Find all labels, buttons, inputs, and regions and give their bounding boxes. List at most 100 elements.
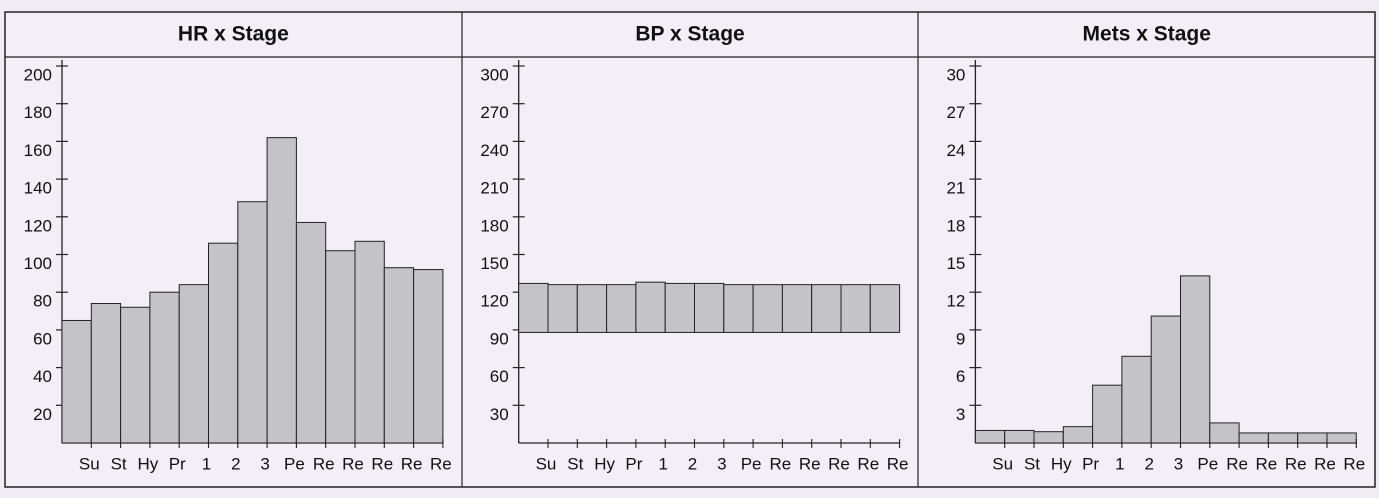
chart-title: HR x Stage (178, 23, 289, 46)
bar (61, 319, 92, 444)
y-tick-label: 240 (480, 141, 508, 160)
x-tick-label: St (1024, 454, 1040, 473)
x-tick-label: Pr (1082, 454, 1099, 473)
y-tick-label: 60 (33, 329, 52, 348)
bar (383, 267, 415, 444)
x-tick-label: Su (79, 454, 100, 473)
bar (208, 242, 239, 444)
y-tick-label: 6 (956, 367, 965, 386)
x-tick-label: Pr (625, 454, 642, 473)
bar (1062, 426, 1094, 444)
x-tick-label: 3 (717, 454, 726, 473)
y-tick-label: 150 (480, 254, 508, 273)
x-tick-label: Su (992, 454, 1013, 473)
x-tick-label: Re (1256, 454, 1278, 473)
bar (1209, 422, 1240, 444)
bar (149, 291, 180, 444)
bar (1297, 432, 1328, 444)
bar (1150, 315, 1181, 444)
bar (1092, 384, 1123, 444)
x-tick-label: Re (887, 454, 909, 473)
y-tick-label: 15 (946, 254, 965, 273)
x-tick-label: Pe (284, 454, 305, 473)
y-tick-label: 30 (490, 405, 509, 424)
bar (90, 303, 122, 444)
x-tick-label: Re (1285, 454, 1307, 473)
x-tick-label: Re (1226, 454, 1248, 473)
bar (1033, 431, 1064, 444)
range-bar (811, 284, 842, 333)
x-tick-label: Re (1343, 454, 1365, 473)
bar (120, 306, 151, 444)
range-bar (547, 284, 578, 333)
x-tick-label: Re (342, 454, 364, 473)
y-tick-label: 80 (33, 292, 52, 311)
y-tick-label: 12 (946, 292, 965, 311)
y-tick-label: 120 (480, 292, 508, 311)
y-tick-label: 40 (33, 367, 52, 386)
x-tick-label: Re (1314, 454, 1336, 473)
y-tick-label: 120 (24, 216, 52, 235)
x-tick-label: Su (536, 454, 557, 473)
x-tick-label: 1 (1115, 454, 1124, 473)
bar (354, 240, 385, 444)
bar (325, 250, 356, 444)
y-tick-label: 60 (490, 367, 509, 386)
bar (1180, 275, 1211, 444)
x-tick-label: Hy (594, 454, 615, 473)
y-tick-label: 270 (480, 103, 508, 122)
y-tick-label: 21 (946, 179, 965, 198)
bar (178, 284, 209, 444)
y-tick-label: 3 (956, 405, 965, 424)
y-tick-label: 18 (946, 216, 965, 235)
y-tick-label: 24 (946, 141, 965, 160)
range-bar (723, 284, 754, 333)
bar (295, 221, 327, 444)
bar (266, 137, 297, 444)
x-tick-label: Re (770, 454, 792, 473)
x-tick-label: Re (799, 454, 821, 473)
range-bar (840, 284, 871, 333)
y-tick-label: 30 (946, 65, 965, 84)
range-bar (869, 284, 901, 333)
x-tick-label: 3 (1174, 454, 1183, 473)
y-tick-label: 300 (480, 65, 508, 84)
y-tick-label: 20 (33, 405, 52, 424)
bar (413, 269, 444, 444)
x-tick-label: Hy (138, 454, 159, 473)
bar (237, 201, 268, 444)
x-tick-label: Re (857, 454, 879, 473)
x-tick-label: Re (313, 454, 335, 473)
bar (1004, 429, 1035, 444)
x-tick-label: 1 (202, 454, 211, 473)
y-tick-label: 100 (24, 254, 52, 273)
x-tick-label: Pr (169, 454, 186, 473)
x-tick-label: Re (401, 454, 423, 473)
y-tick-label: 180 (480, 216, 508, 235)
bar (1121, 355, 1152, 444)
y-tick-label: 90 (490, 329, 509, 348)
x-tick-label: Pe (1197, 454, 1218, 473)
x-tick-label: St (567, 454, 583, 473)
x-tick-label: 2 (1144, 454, 1153, 473)
y-tick-label: 27 (946, 103, 965, 122)
x-tick-label: Re (430, 454, 452, 473)
x-tick-label: 3 (260, 454, 269, 473)
y-tick-label: 140 (24, 179, 52, 198)
bar (1326, 432, 1357, 444)
y-tick-label: 200 (24, 65, 52, 84)
y-tick-label: 9 (956, 329, 965, 348)
range-bar (694, 282, 725, 333)
x-tick-label: Hy (1051, 454, 1072, 473)
chart-title: BP x Stage (635, 23, 744, 46)
x-tick-label: Re (371, 454, 393, 473)
range-bar (606, 284, 637, 333)
range-bar (752, 284, 783, 333)
x-tick-label: St (111, 454, 127, 473)
bar (1238, 432, 1269, 444)
range-bar (518, 282, 549, 333)
range-bar (576, 284, 608, 333)
range-bar (781, 284, 813, 333)
